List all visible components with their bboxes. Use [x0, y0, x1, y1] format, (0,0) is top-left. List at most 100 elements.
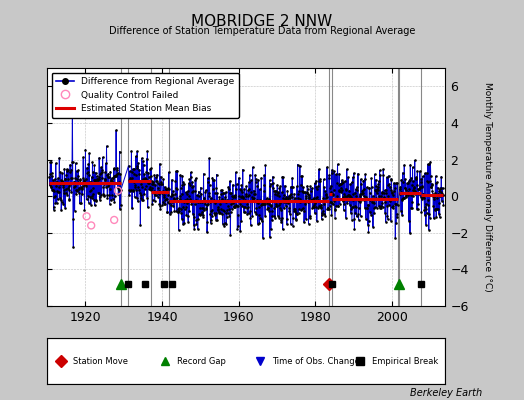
Point: [149, 179, 157, 186]
Point: [100, 191, 108, 198]
Point: [323, 164, 331, 170]
Point: [240, 209, 248, 216]
Point: [235, 174, 243, 181]
Point: [66, 181, 74, 188]
Point: [284, 200, 292, 206]
Point: [401, 176, 409, 182]
Point: [350, 226, 358, 232]
Point: [436, 186, 444, 192]
Point: [431, 207, 439, 214]
Point: [400, 195, 408, 201]
Point: [342, 186, 351, 192]
Point: [137, 155, 146, 161]
Point: [430, 193, 439, 200]
Point: [74, 190, 83, 196]
Point: [191, 177, 200, 183]
Point: [322, 192, 330, 199]
Point: [63, 167, 71, 174]
Point: [127, 177, 135, 183]
Point: [335, 201, 344, 207]
Point: [414, 186, 423, 192]
Point: [135, 187, 143, 194]
Point: [190, 201, 199, 208]
Point: [284, 197, 292, 204]
Point: [424, 178, 432, 185]
Point: [377, 200, 386, 206]
Point: [312, 183, 321, 190]
Point: [93, 175, 102, 182]
Point: [141, 183, 150, 189]
Point: [178, 172, 187, 179]
Point: [388, 204, 396, 211]
Point: [285, 193, 293, 199]
Point: [127, 148, 136, 154]
Point: [426, 158, 434, 165]
Point: [309, 204, 318, 210]
Point: [329, 201, 337, 208]
Point: [286, 211, 294, 217]
Point: [411, 188, 420, 194]
Point: [199, 170, 208, 177]
Point: [332, 203, 341, 209]
Point: [238, 166, 247, 173]
Point: [47, 183, 55, 190]
Point: [436, 189, 445, 195]
Point: [157, 178, 165, 185]
Point: [156, 160, 164, 167]
Point: [179, 221, 187, 228]
Point: [411, 176, 420, 182]
Point: [252, 211, 260, 218]
Point: [96, 169, 105, 176]
Point: [165, 200, 173, 206]
Point: [345, 187, 353, 194]
Point: [392, 214, 401, 220]
Point: [190, 226, 199, 232]
Point: [150, 172, 159, 178]
Point: [279, 199, 288, 205]
Point: [391, 235, 399, 241]
Point: [381, 219, 390, 225]
Point: [439, 202, 447, 208]
Point: [167, 190, 176, 197]
Point: [66, 162, 74, 168]
Point: [138, 176, 147, 182]
Point: [328, 212, 336, 218]
Point: [171, 178, 180, 184]
Point: [193, 198, 201, 205]
Point: [328, 170, 336, 176]
Point: [231, 203, 239, 210]
Point: [110, 166, 118, 172]
Point: [316, 205, 325, 211]
Point: [427, 184, 435, 191]
Point: [266, 180, 275, 187]
Point: [171, 191, 179, 197]
Point: [226, 208, 235, 215]
Point: [297, 182, 305, 188]
Point: [143, 194, 151, 201]
Point: [329, 192, 337, 198]
Point: [84, 161, 93, 167]
Point: [294, 209, 303, 216]
Point: [143, 148, 151, 154]
Point: [416, 194, 424, 200]
Point: [398, 212, 406, 218]
Point: [114, 184, 122, 191]
Point: [323, 206, 332, 213]
Point: [303, 183, 311, 189]
Point: [206, 220, 215, 226]
Point: [369, 205, 378, 212]
Point: [62, 172, 71, 178]
Point: [430, 215, 438, 222]
Point: [54, 188, 62, 195]
Point: [308, 197, 316, 204]
Point: [145, 174, 153, 180]
Point: [331, 206, 340, 212]
Point: [290, 197, 298, 204]
Point: [287, 191, 296, 198]
Point: [138, 184, 146, 190]
Point: [136, 192, 145, 198]
Point: [231, 192, 239, 198]
Point: [221, 220, 229, 226]
Point: [82, 176, 90, 182]
Point: [242, 183, 250, 190]
